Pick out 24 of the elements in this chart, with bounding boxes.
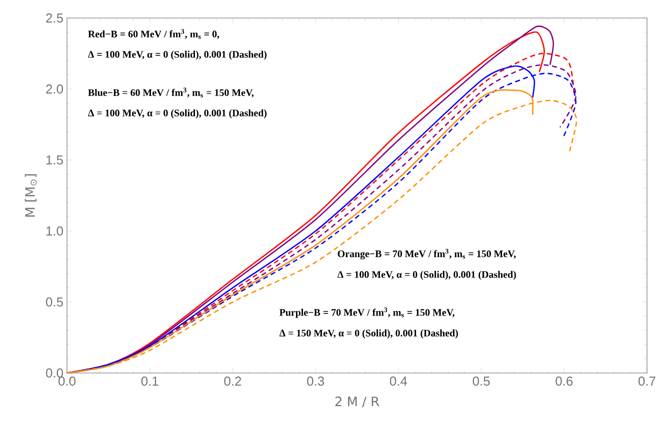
y-tick-label: 0.0 xyxy=(46,368,63,378)
annotation: Δ = 100 MeV, α = 0 (Solid), 0.001 (Dashed) xyxy=(88,50,267,60)
y-tick-label: 1.0 xyxy=(46,226,63,236)
y-tick-label: 2.5 xyxy=(46,13,63,23)
x-tick-label: 0.1 xyxy=(141,376,158,386)
x-tick-label: 0.0 xyxy=(58,376,76,386)
annotation: Δ = 100 MeV, α = 0 (Solid), 0.001 (Dashed) xyxy=(337,270,516,280)
x-tick-label: 0.2 xyxy=(224,376,242,386)
x-tick-label: 0.7 xyxy=(638,376,656,386)
annotation: Δ = 150 MeV, α = 0 (Solid), 0.001 (Dashed) xyxy=(279,329,458,338)
annotation: Orange−B = 70 MeV / fm$^{3}$, m$_{s}$ = 150 MeV, xyxy=(338,248,516,260)
y-tick-label: 1.5 xyxy=(46,155,63,165)
x-tick-label: 0.3 xyxy=(307,376,324,386)
x-tick-label: 0.5 xyxy=(472,376,490,386)
annotation: Δ = 100 MeV, α = 0 (Solid), 0.001 (Dashed) xyxy=(88,109,267,118)
x-tick-label: 0.4 xyxy=(390,376,408,386)
y-tick-label: 0.5 xyxy=(46,297,63,307)
annotation: Blue−B = 60 MeV / fm$^{3}$, m$_{s}$ = 150 MeV, xyxy=(88,88,254,98)
y-axis-title: M [M$_{⊙}$] xyxy=(24,174,37,217)
annotation: Purple−B = 70 MeV / fm$^{3}$, m$_{s}$ = 150 MeV, xyxy=(279,307,454,318)
annotation: Red−B = 60 MeV / fm$^{3}$, m$_{s}$ = 0, xyxy=(88,29,220,39)
x-axis-title: 2 M / R xyxy=(335,396,380,408)
y-tick-label: 2.0 xyxy=(46,84,63,94)
x-tick-label: 0.6 xyxy=(556,376,573,386)
